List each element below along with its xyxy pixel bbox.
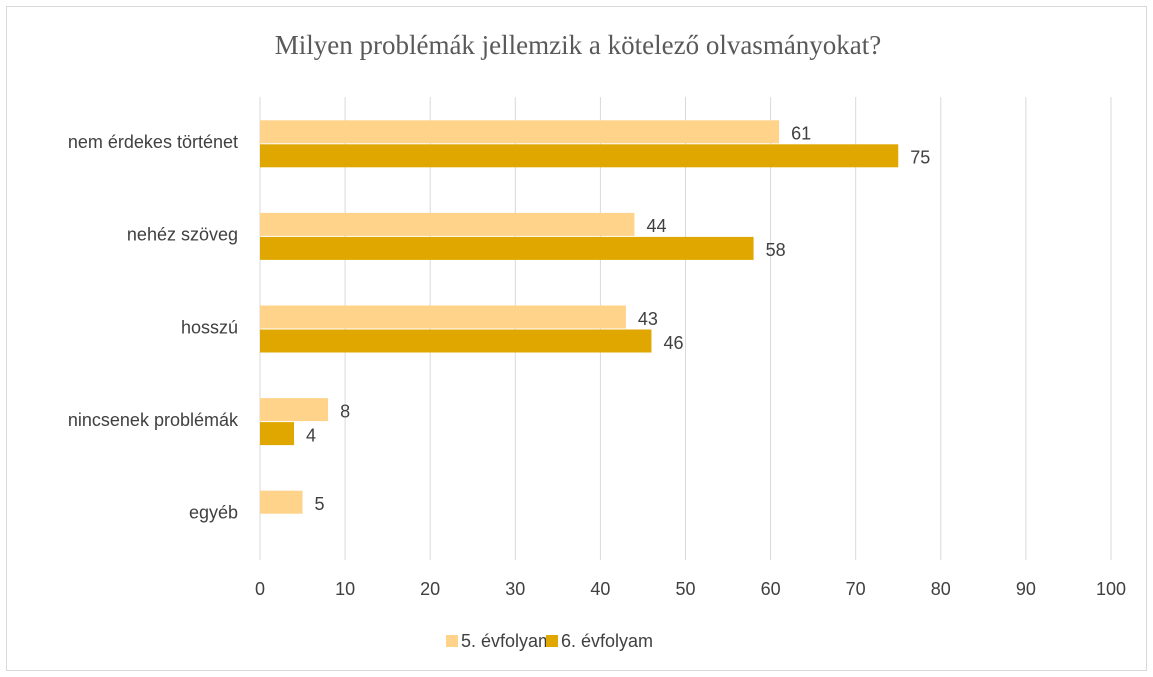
data-label: 46 [663,333,683,353]
data-label: 75 [910,148,930,168]
bar [260,329,652,353]
data-label: 4 [306,425,316,445]
bar [260,144,899,168]
x-tick-label: 20 [420,579,440,599]
data-label: 61 [791,124,811,144]
data-label: 44 [646,216,666,236]
x-tick-label: 80 [931,579,951,599]
y-tick-label: nem érdekes történet [68,132,238,152]
y-tick-label: nehéz szöveg [127,225,238,245]
legend-swatch [446,635,458,647]
y-tick-label: nincsenek problémák [68,410,239,430]
x-tick-label: 100 [1096,579,1126,599]
y-tick-label: egyéb [189,502,238,522]
x-tick-label: 60 [761,579,781,599]
x-tick-label: 70 [846,579,866,599]
chart-title: Milyen problémák jellemzik a kötelező ol… [275,30,882,60]
legend-swatch [546,635,558,647]
data-label: 5 [315,494,325,514]
bar [260,212,635,236]
legend-label: 6. évfolyam [561,631,653,651]
x-tick-label: 30 [505,579,525,599]
legend-label: 5. évfolyam [461,631,553,651]
x-tick-label: 50 [675,579,695,599]
bar [260,236,754,260]
bar [260,490,303,514]
x-tick-label: 90 [1016,579,1036,599]
x-tick-label: 10 [335,579,355,599]
bar [260,305,626,329]
y-tick-label: hosszú [181,317,238,337]
bar [260,120,780,144]
bar [260,398,329,422]
x-tick-label: 40 [590,579,610,599]
data-label: 8 [340,401,350,421]
data-label: 43 [638,309,658,329]
bar [260,422,295,446]
x-tick-label: 0 [255,579,265,599]
data-label: 58 [766,240,786,260]
